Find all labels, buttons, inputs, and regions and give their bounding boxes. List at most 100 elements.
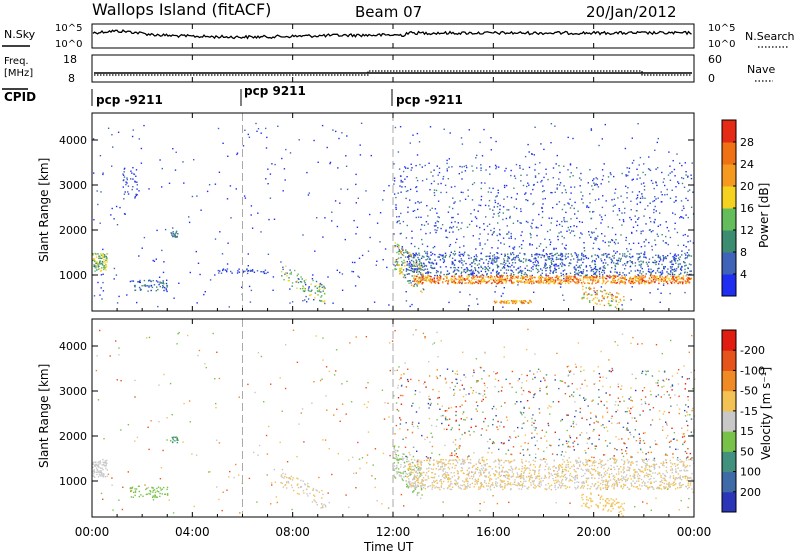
power-point-2830	[528, 301, 531, 303]
power-point-2430	[584, 282, 586, 284]
velocity-point-224	[328, 448, 330, 450]
velocity-point-920	[585, 481, 588, 483]
power-point-3074	[404, 186, 406, 188]
power-point-125	[111, 207, 113, 210]
velocity-point-1163	[554, 486, 556, 488]
power-point-3556	[599, 214, 601, 216]
power-point-155	[560, 283, 562, 285]
power-point-392	[257, 128, 260, 130]
power-point-548	[669, 292, 671, 295]
velocity-point-453	[381, 503, 383, 505]
power-point-3163	[615, 239, 617, 241]
power-colorbar-tick-6: 28	[740, 136, 754, 149]
power-point-3314	[576, 167, 578, 169]
velocity-point-37	[92, 466, 94, 469]
velocity-point-212	[341, 383, 343, 385]
power-point-2034	[563, 280, 565, 282]
power-point-3021	[592, 211, 594, 213]
power-point-1493	[626, 255, 628, 257]
velocity-point-126	[111, 484, 113, 486]
velocity-point-96	[159, 478, 162, 480]
power-point-1456	[580, 264, 582, 266]
power-point-3104	[569, 198, 571, 200]
power-point-2636	[475, 281, 478, 283]
power-point-2870	[619, 298, 621, 301]
power-point-1686	[545, 259, 548, 261]
power-point-1163	[634, 265, 637, 267]
velocity-point-1028	[585, 461, 587, 463]
velocity-point-30	[98, 460, 100, 463]
power-point-1325	[599, 267, 602, 269]
velocity-point-1193	[622, 486, 625, 488]
power-point-2766	[542, 282, 545, 284]
power-point-3575	[488, 205, 490, 207]
power-point-3299	[463, 165, 465, 168]
velocity-point-527	[157, 491, 160, 493]
velocity-point-858	[447, 478, 449, 481]
power-point-1661	[421, 264, 423, 267]
power-point-2985	[510, 169, 512, 172]
power-point-2023	[540, 275, 542, 278]
power-point-1167	[465, 271, 467, 274]
power-point-2445	[602, 275, 604, 278]
velocity-point-166	[437, 356, 439, 358]
power-point-104	[327, 276, 329, 278]
power-point-3099	[609, 241, 611, 243]
power-point-3125	[611, 227, 614, 229]
power-point-1891	[603, 272, 606, 274]
power-point-1504	[549, 272, 551, 274]
power-point-3020	[454, 185, 456, 188]
velocity-point-176	[372, 464, 374, 466]
power-point-2681	[528, 282, 530, 284]
power-point-147	[567, 136, 569, 139]
power-point-2475	[501, 275, 503, 277]
power-point-1732	[503, 261, 505, 263]
velocity-point-1119	[523, 472, 525, 474]
velocity-point-319	[270, 482, 273, 484]
velocity-point-914	[451, 483, 453, 485]
power-point-2177	[586, 276, 588, 278]
power-point-368	[667, 243, 669, 246]
power-point-2150	[452, 280, 454, 283]
power-point-1618	[629, 260, 631, 262]
power-point-619	[123, 193, 126, 195]
power-point-1820	[594, 265, 597, 268]
power-point-36	[100, 254, 103, 256]
power-point-2359	[537, 281, 539, 283]
power-point-3353	[612, 205, 615, 207]
velocity-point-803	[423, 459, 425, 462]
power-point-2752	[589, 276, 592, 279]
velocity-point-1116	[466, 474, 468, 476]
power-point-3050	[441, 224, 444, 226]
power-point-1857	[470, 272, 472, 275]
velocity-point-706	[403, 461, 406, 464]
power-point-2641	[454, 282, 457, 284]
power-point-1261	[515, 269, 517, 271]
power-point-1434	[576, 256, 579, 258]
power-point-3234	[588, 206, 590, 209]
power-point-1844	[492, 269, 494, 272]
velocity-point-119	[598, 380, 601, 382]
power-point-164	[101, 298, 103, 300]
power-point-2623	[419, 281, 421, 284]
power-point-1304	[647, 265, 649, 267]
power-point-1848	[514, 259, 516, 261]
power-point-2780	[521, 277, 523, 279]
velocity-point-377	[253, 451, 255, 454]
power-point-1869	[655, 261, 658, 263]
power-point-3373	[506, 196, 509, 198]
velocity-point-877	[691, 488, 693, 490]
power-point-758	[301, 278, 303, 280]
power-point-1357	[487, 269, 490, 272]
power-point-3270	[433, 180, 435, 182]
power-point-1617	[674, 260, 676, 262]
velocity-point-233	[457, 457, 459, 459]
power-point-540	[561, 220, 563, 223]
power-point-1073	[622, 255, 624, 257]
power-point-2247	[479, 282, 482, 285]
power-point-2587	[526, 275, 528, 277]
power-point-573	[663, 178, 665, 180]
power-point-398	[267, 253, 270, 255]
power-point-3033	[617, 197, 619, 199]
power-point-2642	[629, 281, 631, 283]
